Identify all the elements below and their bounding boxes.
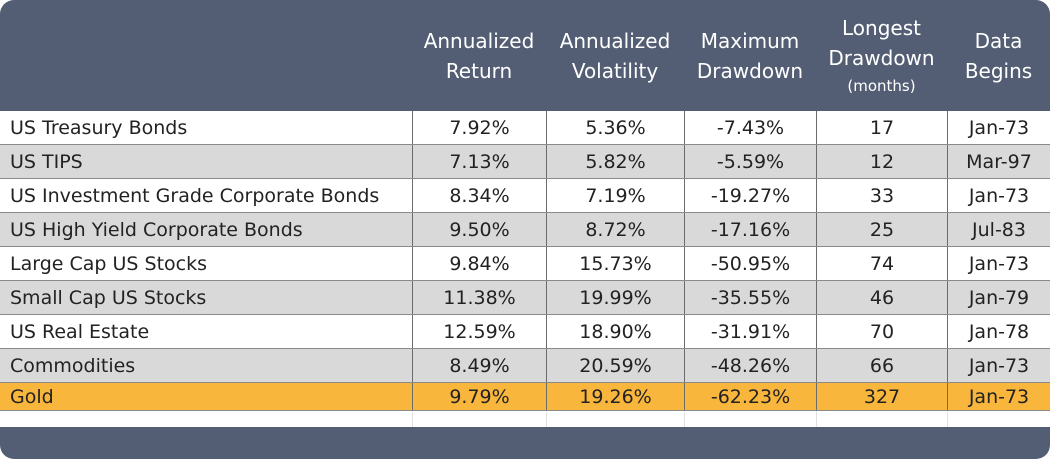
- cell-max-drawdown: -17.16%: [684, 213, 816, 246]
- empty-cell: [684, 411, 816, 427]
- header-longest-drawdown: Longest Drawdown (months): [816, 0, 947, 111]
- cell-volatility: 5.36%: [546, 111, 684, 144]
- table-row: US High Yield Corporate Bonds 9.50% 8.72…: [0, 213, 1050, 247]
- cell-longest-drawdown: 25: [816, 213, 947, 246]
- cell-return: 8.34%: [412, 179, 546, 212]
- cell-volatility: 7.19%: [546, 179, 684, 212]
- cell-max-drawdown: -62.23%: [684, 383, 816, 410]
- cell-longest-drawdown: 70: [816, 315, 947, 348]
- cell-max-drawdown: -48.26%: [684, 349, 816, 382]
- table-row: Large Cap US Stocks 9.84% 15.73% -50.95%…: [0, 247, 1050, 281]
- cell-volatility: 15.73%: [546, 247, 684, 280]
- cell-volatility: 19.26%: [546, 383, 684, 410]
- header-label: Drawdown: [828, 45, 935, 70]
- cell-asset: US TIPS: [10, 150, 83, 173]
- cell-data-begins: Jan-79: [947, 281, 1050, 314]
- header-annualized-return: Annualized Return: [412, 0, 546, 111]
- table-spacer-row: [0, 411, 1050, 427]
- cell-data-begins: Jan-73: [947, 383, 1050, 410]
- cell-longest-drawdown: 46: [816, 281, 947, 314]
- header-label: Annualized: [559, 28, 671, 53]
- table-body: US Treasury Bonds 7.92% 5.36% -7.43% 17 …: [0, 111, 1050, 427]
- cell-max-drawdown: -35.55%: [684, 281, 816, 314]
- cell-longest-drawdown: 17: [816, 111, 947, 144]
- cell-volatility: 8.72%: [546, 213, 684, 246]
- cell-asset: Large Cap US Stocks: [10, 252, 207, 275]
- header-label: Longest: [842, 15, 921, 40]
- table-row: US Investment Grade Corporate Bonds 8.34…: [0, 179, 1050, 213]
- cell-data-begins: Jan-73: [947, 247, 1050, 280]
- empty-cell: [412, 411, 546, 427]
- cell-data-begins: Jan-73: [947, 349, 1050, 382]
- cell-data-begins: Jan-78: [947, 315, 1050, 348]
- empty-cell: [816, 411, 947, 427]
- cell-max-drawdown: -7.43%: [684, 111, 816, 144]
- header-label: Annualized: [423, 28, 535, 53]
- table-row: US Real Estate 12.59% 18.90% -31.91% 70 …: [0, 315, 1050, 349]
- cell-return: 9.50%: [412, 213, 546, 246]
- cell-longest-drawdown: 327: [816, 383, 947, 410]
- cell-max-drawdown: -19.27%: [684, 179, 816, 212]
- cell-volatility: 20.59%: [546, 349, 684, 382]
- cell-asset: Commodities: [10, 354, 136, 377]
- cell-data-begins: Mar-97: [947, 145, 1050, 178]
- cell-asset: US Real Estate: [10, 320, 150, 343]
- header-maximum-drawdown: Maximum Drawdown: [684, 0, 816, 111]
- cell-return: 9.79%: [412, 383, 546, 410]
- cell-max-drawdown: -31.91%: [684, 315, 816, 348]
- cell-longest-drawdown: 74: [816, 247, 947, 280]
- empty-cell: [947, 411, 1050, 427]
- header-label: (months): [847, 76, 916, 95]
- cell-asset: US Investment Grade Corporate Bonds: [10, 184, 380, 207]
- header-label: Volatility: [571, 58, 659, 83]
- cell-return: 9.84%: [412, 247, 546, 280]
- cell-asset: Gold: [10, 385, 54, 408]
- cell-volatility: 19.99%: [546, 281, 684, 314]
- cell-longest-drawdown: 66: [816, 349, 947, 382]
- header-label: Drawdown: [696, 58, 804, 83]
- table-row: US TIPS 7.13% 5.82% -5.59% 12 Mar-97: [0, 145, 1050, 179]
- cell-asset: US High Yield Corporate Bonds: [10, 218, 303, 241]
- table-row: Small Cap US Stocks 11.38% 19.99% -35.55…: [0, 281, 1050, 315]
- table-row-highlighted: Gold 9.79% 19.26% -62.23% 327 Jan-73: [0, 383, 1050, 411]
- cell-return: 8.49%: [412, 349, 546, 382]
- header-label: Maximum: [700, 28, 800, 53]
- cell-data-begins: Jan-73: [947, 111, 1050, 144]
- cell-asset: US Treasury Bonds: [10, 116, 188, 139]
- cell-longest-drawdown: 12: [816, 145, 947, 178]
- header-label: Data: [974, 28, 1023, 53]
- header-annualized-volatility: Annualized Volatility: [546, 0, 684, 111]
- empty-cell: [546, 411, 684, 427]
- cell-max-drawdown: -50.95%: [684, 247, 816, 280]
- cell-volatility: 18.90%: [546, 315, 684, 348]
- cell-longest-drawdown: 33: [816, 179, 947, 212]
- cell-asset: Small Cap US Stocks: [10, 286, 207, 309]
- cell-return: 12.59%: [412, 315, 546, 348]
- cell-data-begins: Jan-73: [947, 179, 1050, 212]
- cell-return: 7.13%: [412, 145, 546, 178]
- cell-data-begins: Jul-83: [947, 213, 1050, 246]
- header-label: Return: [445, 58, 513, 83]
- table-row: US Treasury Bonds 7.92% 5.36% -7.43% 17 …: [0, 111, 1050, 145]
- table-row: Commodities 8.49% 20.59% -48.26% 66 Jan-…: [0, 349, 1050, 383]
- header-data-begins: Data Begins: [947, 0, 1050, 111]
- cell-max-drawdown: -5.59%: [684, 145, 816, 178]
- cell-volatility: 5.82%: [546, 145, 684, 178]
- header-label: Begins: [964, 58, 1033, 83]
- cell-return: 7.92%: [412, 111, 546, 144]
- table-header: Annualized Return Annualized Volatility …: [0, 0, 1050, 111]
- cell-return: 11.38%: [412, 281, 546, 314]
